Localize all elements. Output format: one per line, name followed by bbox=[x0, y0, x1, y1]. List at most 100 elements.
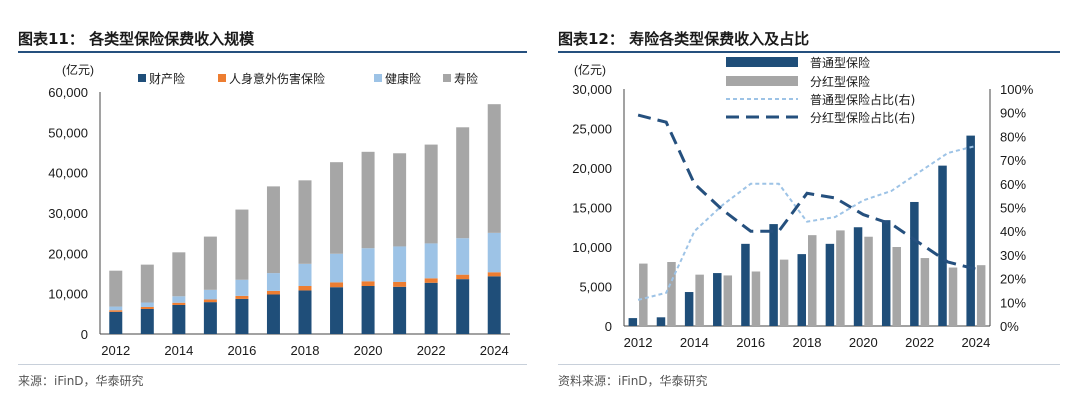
footer-rule bbox=[18, 364, 527, 365]
legend-label: 普通型保险 bbox=[810, 55, 870, 70]
y-tick-label: 0 bbox=[81, 327, 88, 342]
bar-segment-2014-s0 bbox=[172, 304, 186, 334]
x-tick-label: 2020 bbox=[849, 335, 878, 350]
y-tick-label: 10,000 bbox=[572, 240, 612, 255]
y-tick-label: 25,000 bbox=[572, 122, 612, 137]
bar-segment-2021-s1 bbox=[393, 281, 407, 287]
y-tick-label: 5,000 bbox=[579, 280, 612, 295]
bar-segment-2016-s1 bbox=[235, 295, 249, 299]
bar-2019-s0 bbox=[825, 243, 835, 326]
bar-2013-s0 bbox=[656, 317, 666, 326]
y-tick-label: 0 bbox=[605, 319, 612, 334]
bar-segment-2017-s3 bbox=[266, 186, 280, 274]
bar-2021-s0 bbox=[881, 220, 891, 326]
bar-segment-2022-s1 bbox=[424, 278, 438, 283]
legend-swatch bbox=[443, 74, 451, 82]
legend-label: 寿险 bbox=[454, 71, 478, 86]
y-tick-label: 15,000 bbox=[572, 201, 612, 216]
y2-tick-label: 70% bbox=[1000, 153, 1026, 168]
legend-label: 普通型保险占比(右) bbox=[810, 92, 915, 107]
bar-2016-s0 bbox=[741, 243, 750, 326]
bar-segment-2018-s1 bbox=[298, 286, 312, 291]
legend-swatch bbox=[726, 76, 798, 86]
source-note: 来源：iFinD，华泰研究 bbox=[18, 374, 144, 388]
bar-2020-s0 bbox=[853, 227, 863, 326]
bar-segment-2022-s3 bbox=[424, 144, 438, 244]
y-tick-label: 20,000 bbox=[48, 246, 88, 261]
chart-title: 图表11： 各类型保险保费收入规模 bbox=[18, 30, 255, 48]
y2-tick-label: 80% bbox=[1000, 129, 1026, 144]
bar-segment-2022-s2 bbox=[424, 243, 438, 279]
bar-segment-2018-s2 bbox=[298, 263, 312, 287]
y-tick-label: 30,000 bbox=[48, 206, 88, 221]
y-tick-label: 60,000 bbox=[48, 85, 88, 100]
legend-label: 分红型保险 bbox=[810, 74, 870, 89]
bar-2014-s0 bbox=[684, 292, 694, 326]
line-ordinary-share bbox=[637, 144, 977, 301]
legend-swatch bbox=[374, 74, 382, 82]
legend-label: 财产险 bbox=[149, 71, 185, 86]
bar-segment-2017-s2 bbox=[266, 273, 280, 291]
x-tick-label: 2022 bbox=[417, 343, 446, 358]
y2-tick-label: 90% bbox=[1000, 106, 1026, 121]
legend-label: 分红型保险占比(右) bbox=[810, 110, 915, 125]
x-tick-label: 2016 bbox=[736, 335, 765, 350]
bar-segment-2019-s1 bbox=[330, 282, 344, 288]
bar-segment-2024-s0 bbox=[487, 276, 501, 334]
bar-segment-2012-s0 bbox=[109, 311, 123, 334]
bar-segment-2019-s0 bbox=[330, 287, 344, 334]
bar-segment-2018-s3 bbox=[298, 180, 312, 264]
y2-tick-label: 20% bbox=[1000, 272, 1026, 287]
bar-2022-s0 bbox=[910, 201, 919, 326]
bar-segment-2013-s1 bbox=[140, 306, 154, 309]
bar-segment-2016-s0 bbox=[235, 298, 249, 334]
bar-segment-2022-s0 bbox=[424, 282, 438, 334]
y-tick-label: 50,000 bbox=[48, 125, 88, 140]
bar-2021-s1 bbox=[892, 247, 901, 326]
legend-label: 人身意外伤害保险 bbox=[229, 71, 325, 86]
bar-2015-s1 bbox=[723, 275, 733, 326]
bar-2018-s1 bbox=[808, 235, 817, 326]
bar-2017-s1 bbox=[779, 259, 789, 326]
y2-tick-label: 0% bbox=[1000, 319, 1019, 334]
y2-tick-label: 100% bbox=[1000, 82, 1034, 97]
panel-left: 图表11： 各类型保险保费收入规模 (亿元) 0 10,000 20,000 30,00… bbox=[0, 0, 535, 414]
y2-tick-label: 50% bbox=[1000, 201, 1026, 216]
y-tick-label: 10,000 bbox=[48, 287, 88, 302]
y2-tick-label: 10% bbox=[1000, 295, 1026, 310]
bar-2024-s1 bbox=[976, 265, 986, 326]
y-tick-label: 40,000 bbox=[48, 166, 88, 181]
x-tick-label: 2020 bbox=[354, 343, 383, 358]
y-tick-label: 30,000 bbox=[572, 82, 612, 97]
bar-segment-2012-s2 bbox=[109, 306, 123, 311]
x-tick-label: 2024 bbox=[480, 343, 509, 358]
bar-segment-2016-s3 bbox=[235, 209, 249, 280]
bar-2023-s0 bbox=[938, 165, 947, 326]
legend-swatch bbox=[218, 74, 226, 82]
bar-segment-2012-s1 bbox=[109, 310, 123, 312]
title-rule bbox=[558, 51, 1060, 53]
bar-segment-2020-s1 bbox=[361, 281, 375, 287]
bar-2023-s1 bbox=[948, 267, 958, 326]
legend-swatch bbox=[138, 74, 146, 82]
bar-segment-2020-s3 bbox=[361, 151, 375, 249]
bar-segment-2020-s0 bbox=[361, 286, 375, 334]
x-tick-label: 2012 bbox=[624, 335, 653, 350]
bar-segment-2014-s3 bbox=[172, 252, 186, 297]
bar-2024-s0 bbox=[966, 135, 975, 326]
y-axis-unit: (亿元) bbox=[62, 62, 94, 77]
legend-swatch bbox=[726, 57, 798, 67]
bar-segment-2023-s3 bbox=[456, 127, 470, 239]
bar-2018-s0 bbox=[797, 254, 806, 326]
x-tick-label: 2018 bbox=[291, 343, 320, 358]
bar-segment-2015-s3 bbox=[203, 236, 217, 290]
bar-segment-2024-s1 bbox=[487, 272, 501, 277]
title-rule bbox=[18, 51, 527, 53]
bar-segment-2021-s2 bbox=[393, 246, 407, 282]
stacked-bar-chart: (亿元) 0 10,000 20,000 30,000 40,000 50,000 60,00… bbox=[48, 62, 510, 358]
footer-rule bbox=[558, 364, 1060, 365]
bar-segment-2023-s0 bbox=[456, 279, 470, 334]
bar-segment-2021-s0 bbox=[393, 286, 407, 334]
x-tick-label: 2018 bbox=[793, 335, 822, 350]
bar-segment-2018-s0 bbox=[298, 290, 312, 334]
